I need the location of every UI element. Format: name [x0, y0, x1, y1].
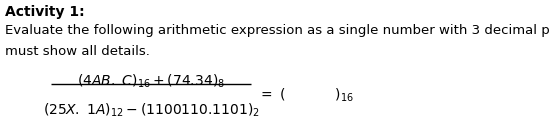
Text: Evaluate the following arithmetic expression as a single number with 3 decimal p: Evaluate the following arithmetic expres…	[5, 24, 549, 37]
Text: $= \ ( \qquad\quad\ \ )_{16}$: $= \ ( \qquad\quad\ \ )_{16}$	[259, 87, 354, 104]
Text: $(4AB.\ C)_{16} + (74.34)_{8}$: $(4AB.\ C)_{16} + (74.34)_{8}$	[77, 72, 226, 90]
Text: must show all details.: must show all details.	[5, 45, 150, 58]
Text: $(25X.\ 1A)_{12} - (1100110.1101)_{2}$: $(25X.\ 1A)_{12} - (1100110.1101)_{2}$	[43, 102, 260, 119]
Text: Activity 1:: Activity 1:	[5, 5, 85, 19]
